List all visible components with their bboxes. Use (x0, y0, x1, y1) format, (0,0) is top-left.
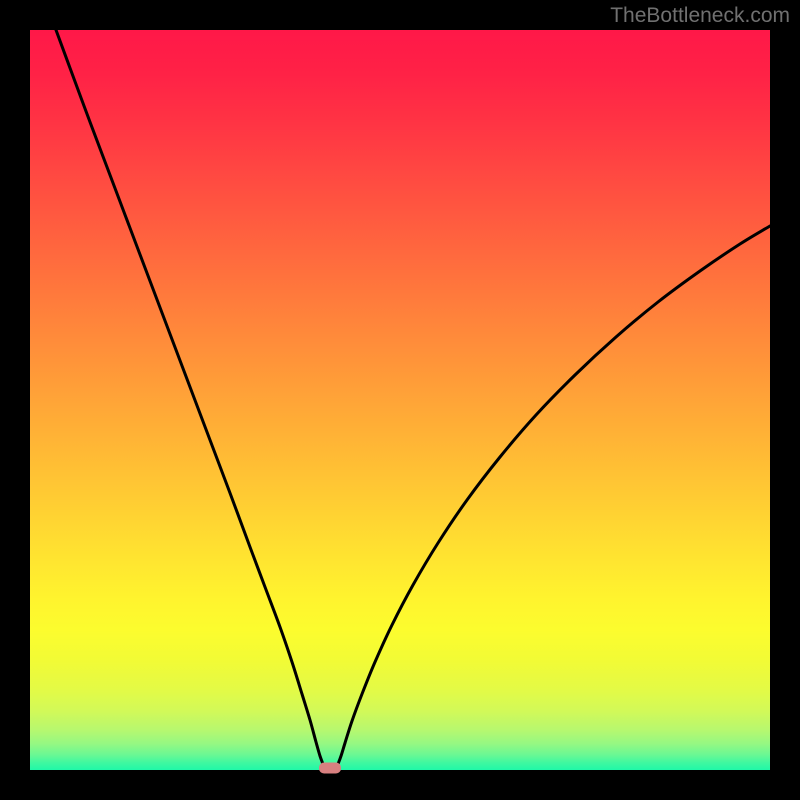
chart-container: TheBottleneck.com (0, 0, 800, 800)
chart-background (30, 30, 770, 770)
minimum-marker (319, 763, 341, 774)
bottleneck-chart (0, 0, 800, 800)
